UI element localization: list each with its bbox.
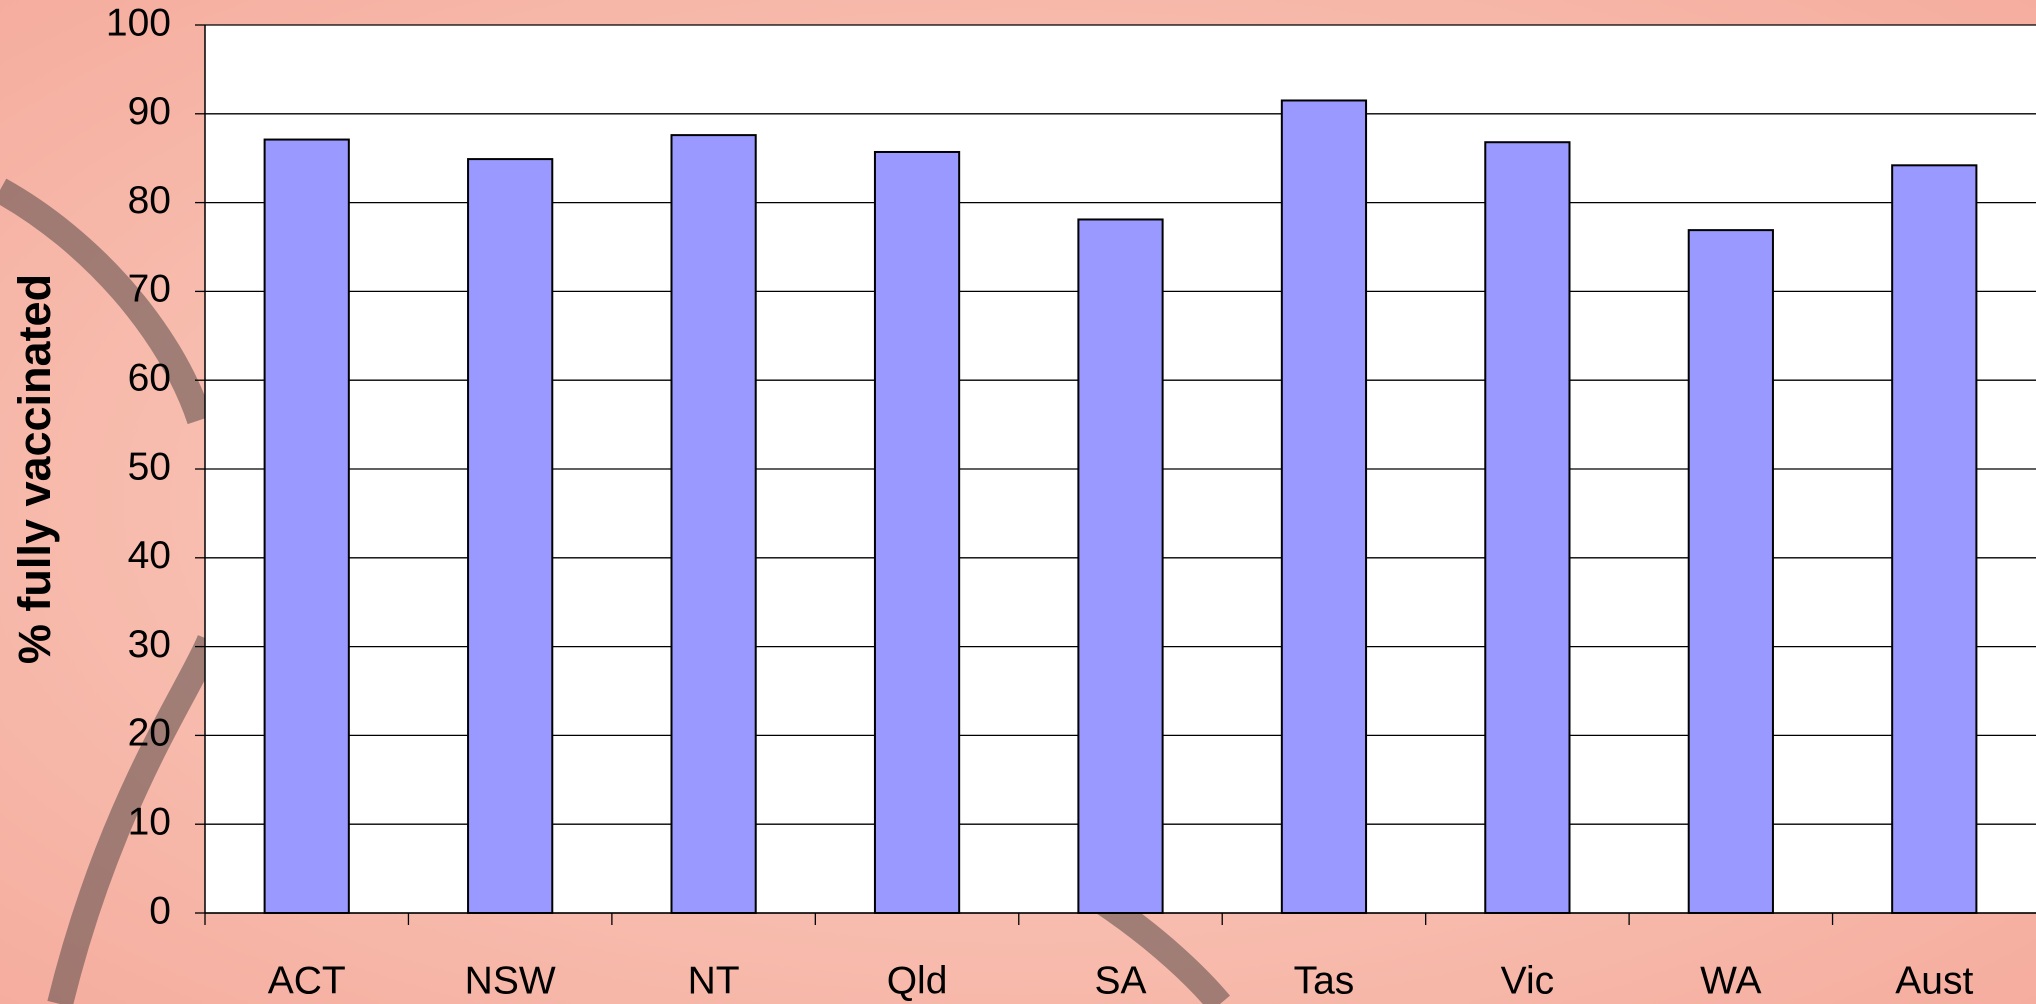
- y-tick-label: 90: [128, 90, 171, 133]
- y-tick-label: 20: [128, 712, 171, 755]
- y-tick-label: 50: [128, 445, 171, 488]
- x-tick-label: Tas: [1294, 959, 1355, 1002]
- x-tick-label: NSW: [465, 959, 556, 1002]
- bar: [1077, 218, 1164, 915]
- y-tick-label: 30: [128, 623, 171, 666]
- x-tick-label: Qld: [887, 959, 948, 1002]
- y-tick-label: 40: [128, 534, 171, 577]
- bar: [1484, 141, 1571, 914]
- bar: [670, 134, 757, 914]
- axes: 0 10 20 30 40 50 60 70 80 90 100 ACT NSW NT Qld SA Tas Vi…: [106, 1, 2036, 1002]
- x-tick-label: ACT: [268, 959, 346, 1002]
- x-tick-label: NT: [688, 959, 740, 1002]
- bar: [873, 150, 961, 914]
- bar: [1891, 164, 1978, 914]
- y-axis-title: % fully vaccinated: [9, 274, 60, 664]
- x-tick-label: SA: [1094, 959, 1146, 1002]
- x-tick-label: Vic: [1501, 959, 1554, 1002]
- bar: [467, 158, 554, 914]
- bar: [1687, 229, 1774, 915]
- x-tick-label: Aust: [1895, 959, 1973, 1002]
- x-tick-label: WA: [1700, 959, 1761, 1002]
- bar: [1280, 99, 1368, 915]
- bars: [263, 99, 1978, 915]
- y-tick-label: 70: [128, 268, 171, 311]
- y-tick-label: 60: [128, 356, 171, 399]
- y-tick-label: 80: [128, 179, 171, 222]
- y-tick-label: 100: [106, 1, 171, 44]
- y-tick-label: 10: [128, 800, 171, 843]
- y-tick-label: 0: [149, 889, 171, 932]
- bar: [263, 138, 350, 914]
